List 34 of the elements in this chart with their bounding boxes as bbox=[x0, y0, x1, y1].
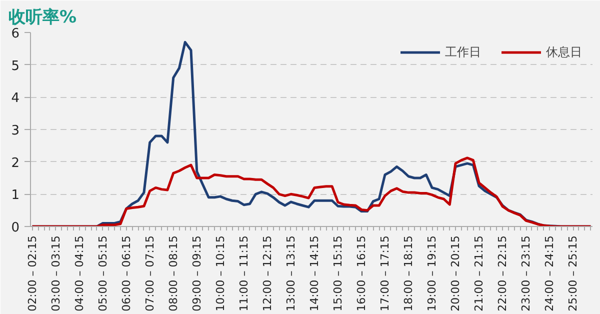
legend-label: 休息日 bbox=[546, 44, 582, 60]
x-tick-label: 16:00 – 16:15 bbox=[354, 235, 368, 312]
x-tick-label: 06:00 – 06:15 bbox=[120, 235, 133, 312]
y-tick-label: 5 bbox=[11, 58, 20, 74]
x-tick-label: 04:00 – 04:15 bbox=[72, 235, 86, 312]
y-tick-label: 4 bbox=[11, 91, 20, 106]
x-tick-label: 24:00 – 24:15 bbox=[543, 235, 556, 312]
y-tick-label: 0 bbox=[11, 220, 20, 236]
y-tick-label: 2 bbox=[11, 156, 20, 171]
x-tick-label: 22:00 – 22:15 bbox=[496, 235, 510, 312]
x-tick-label: 12:00 – 12:15 bbox=[260, 235, 274, 312]
legend-label: 工作日 bbox=[445, 44, 481, 60]
x-tick-label: 21:00 – 21:15 bbox=[472, 235, 486, 312]
x-tick-label: 07:00 – 07:15 bbox=[143, 235, 156, 312]
x-tick-label: 14:00 – 14:15 bbox=[308, 235, 321, 312]
x-tick-label: 19:00 – 19:15 bbox=[426, 235, 439, 312]
x-tick-label: 18:00 – 18:15 bbox=[402, 235, 415, 312]
y-tick-label: 1 bbox=[11, 188, 20, 204]
x-tick-label: 13:00 – 13:15 bbox=[284, 235, 298, 312]
x-tick-label: 05:00 – 05:15 bbox=[96, 235, 110, 312]
x-tick-label: 25:00 – 25:15 bbox=[566, 235, 580, 312]
x-tick-label: 23:00 – 23:15 bbox=[520, 235, 533, 312]
x-tick-label: 17:00 – 17:15 bbox=[378, 235, 392, 312]
x-tick-label: 20:00 – 20:15 bbox=[449, 235, 462, 312]
x-tick-label: 02:00 – 02:15 bbox=[26, 235, 39, 312]
chart-title: 收听率% bbox=[8, 8, 77, 28]
x-tick-label: 15:00 – 15:15 bbox=[331, 235, 344, 312]
y-tick-label: 6 bbox=[11, 26, 20, 42]
y-tick-label: 3 bbox=[11, 124, 20, 138]
x-tick-label: 09:00 – 09:15 bbox=[190, 235, 204, 312]
x-tick-label: 08:00 – 08:15 bbox=[166, 235, 180, 312]
x-tick-label: 10:00 – 10:15 bbox=[214, 235, 227, 312]
x-tick-label: 11:00 – 11:15 bbox=[237, 235, 250, 312]
x-tick-label: 03:00 – 03:15 bbox=[49, 235, 62, 312]
